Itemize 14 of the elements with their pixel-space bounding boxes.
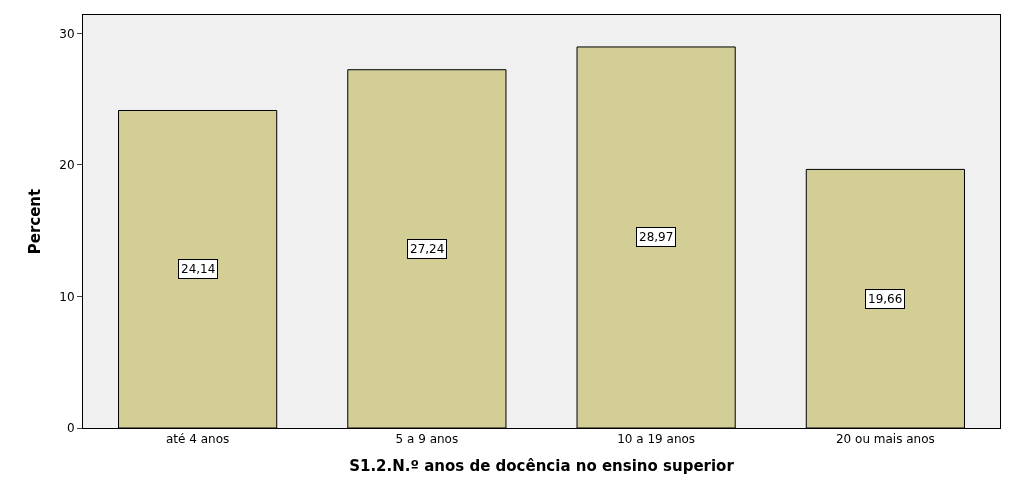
data-label: 28,97 (639, 230, 674, 244)
y-tick-label: 0 (66, 421, 75, 436)
data-label: 24,14 (181, 262, 216, 276)
data-label: 27,24 (410, 242, 445, 256)
x-tick-label: 10 a 19 anos (617, 432, 696, 447)
y-tick-label: 10 (59, 289, 75, 304)
x-axis-title: S1.2.N.º anos de docência no ensino superior (349, 457, 735, 476)
y-tick-label: 30 (59, 26, 75, 41)
x-tick-label: 5 a 9 anos (395, 432, 459, 447)
y-axis-title: Percent (25, 188, 44, 255)
x-tick-label: 20 ou mais anos (835, 432, 935, 447)
data-label: 19,66 (868, 292, 903, 306)
y-tick-label: 20 (59, 158, 75, 173)
x-tick-label: até 4 anos (166, 432, 230, 447)
